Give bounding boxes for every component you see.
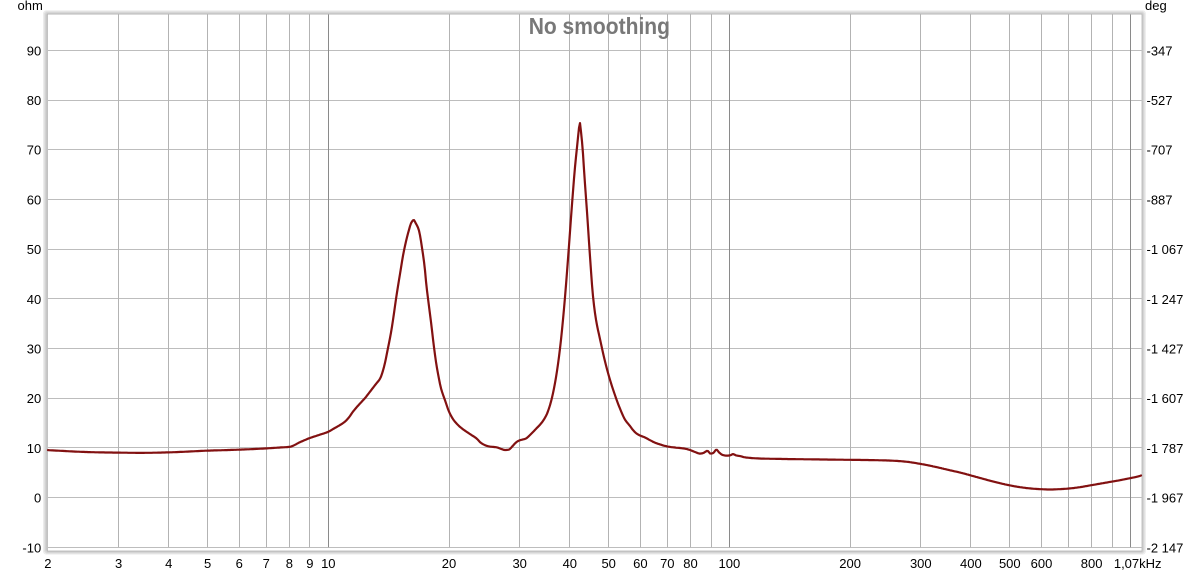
svg-text:70: 70 <box>660 556 674 571</box>
svg-text:60: 60 <box>27 192 41 207</box>
svg-text:300: 300 <box>910 556 932 571</box>
svg-text:-1 067: -1 067 <box>1147 242 1184 257</box>
svg-text:50: 50 <box>27 242 41 257</box>
svg-text:-1 247: -1 247 <box>1147 292 1184 307</box>
svg-text:40: 40 <box>563 556 577 571</box>
svg-text:9: 9 <box>306 556 313 571</box>
svg-text:-1 967: -1 967 <box>1147 491 1184 506</box>
svg-text:4: 4 <box>165 556 172 571</box>
svg-text:-527: -527 <box>1147 93 1173 108</box>
svg-text:80: 80 <box>683 556 697 571</box>
svg-text:30: 30 <box>27 342 41 357</box>
svg-text:ohm: ohm <box>18 0 43 13</box>
svg-text:20: 20 <box>442 556 456 571</box>
svg-text:5: 5 <box>204 556 211 571</box>
svg-text:7: 7 <box>263 556 270 571</box>
svg-text:-1 427: -1 427 <box>1147 342 1184 357</box>
svg-text:1,07kHz: 1,07kHz <box>1114 556 1162 571</box>
svg-text:10: 10 <box>27 441 41 456</box>
svg-text:-887: -887 <box>1147 192 1173 207</box>
svg-text:30: 30 <box>512 556 526 571</box>
svg-text:-707: -707 <box>1147 143 1173 158</box>
svg-text:-10: -10 <box>22 540 41 555</box>
svg-text:3: 3 <box>115 556 122 571</box>
svg-text:500: 500 <box>999 556 1021 571</box>
svg-text:200: 200 <box>839 556 861 571</box>
svg-text:2: 2 <box>44 556 51 571</box>
svg-text:70: 70 <box>27 143 41 158</box>
svg-text:60: 60 <box>633 556 647 571</box>
svg-text:600: 600 <box>1031 556 1053 571</box>
svg-text:-1 787: -1 787 <box>1147 441 1184 456</box>
svg-text:deg: deg <box>1145 0 1167 13</box>
svg-text:50: 50 <box>601 556 615 571</box>
svg-text:80: 80 <box>27 93 41 108</box>
svg-text:-2 147: -2 147 <box>1147 540 1184 555</box>
svg-text:No smoothing: No smoothing <box>529 13 670 39</box>
svg-text:90: 90 <box>27 43 41 58</box>
svg-text:800: 800 <box>1081 556 1103 571</box>
svg-text:20: 20 <box>27 391 41 406</box>
svg-text:0: 0 <box>34 491 41 506</box>
svg-text:10: 10 <box>321 556 335 571</box>
svg-text:100: 100 <box>719 556 741 571</box>
svg-text:-1 607: -1 607 <box>1147 391 1184 406</box>
svg-text:40: 40 <box>27 292 41 307</box>
svg-text:8: 8 <box>286 556 293 571</box>
svg-text:6: 6 <box>236 556 243 571</box>
svg-text:400: 400 <box>960 556 982 571</box>
svg-text:-347: -347 <box>1147 43 1173 58</box>
